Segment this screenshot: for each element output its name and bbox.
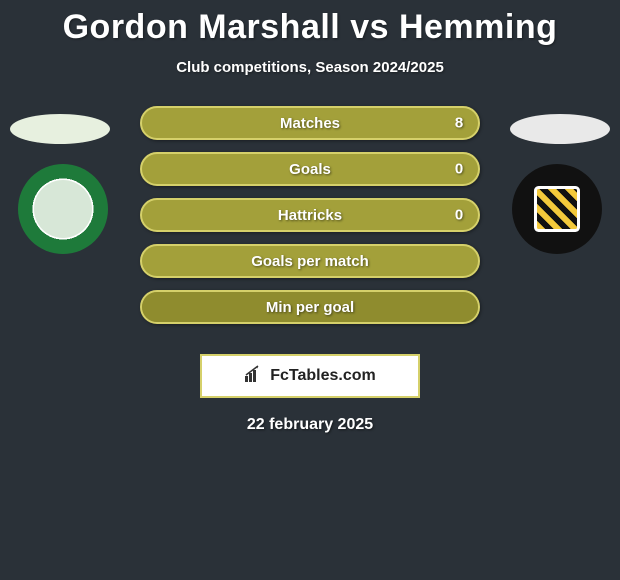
- stat-right-value: 8: [450, 115, 468, 132]
- team-right-crest: [512, 164, 602, 254]
- stat-label: Min per goal: [266, 299, 354, 316]
- stat-label: Hattricks: [278, 207, 342, 224]
- date-text: 22 february 2025: [0, 416, 620, 434]
- stat-label: Goals: [289, 161, 331, 178]
- stat-row-goals-per-match: Goals per match: [140, 244, 480, 278]
- brand-box: FcTables.com: [200, 354, 420, 398]
- player-right-oval: [510, 114, 610, 144]
- stat-row-goals: Goals 0: [140, 152, 480, 186]
- subtitle: Club competitions, Season 2024/2025: [0, 59, 620, 76]
- stat-row-min-per-goal: Min per goal: [140, 290, 480, 324]
- page-title: Gordon Marshall vs Hemming: [0, 0, 620, 47]
- brand-text: FcTables.com: [270, 367, 376, 385]
- team-left-crest: [18, 164, 108, 254]
- stat-right-value: 0: [450, 161, 468, 178]
- chart-icon: [244, 365, 264, 388]
- stat-label: Matches: [280, 115, 340, 132]
- stat-label: Goals per match: [251, 253, 369, 270]
- stat-rows: Matches 8 Goals 0 Hattricks 0 Goals per …: [140, 106, 480, 336]
- stat-right-value: 0: [450, 207, 468, 224]
- comparison-area: Matches 8 Goals 0 Hattricks 0 Goals per …: [0, 106, 620, 346]
- stat-row-matches: Matches 8: [140, 106, 480, 140]
- stat-row-hattricks: Hattricks 0: [140, 198, 480, 232]
- player-left-oval: [10, 114, 110, 144]
